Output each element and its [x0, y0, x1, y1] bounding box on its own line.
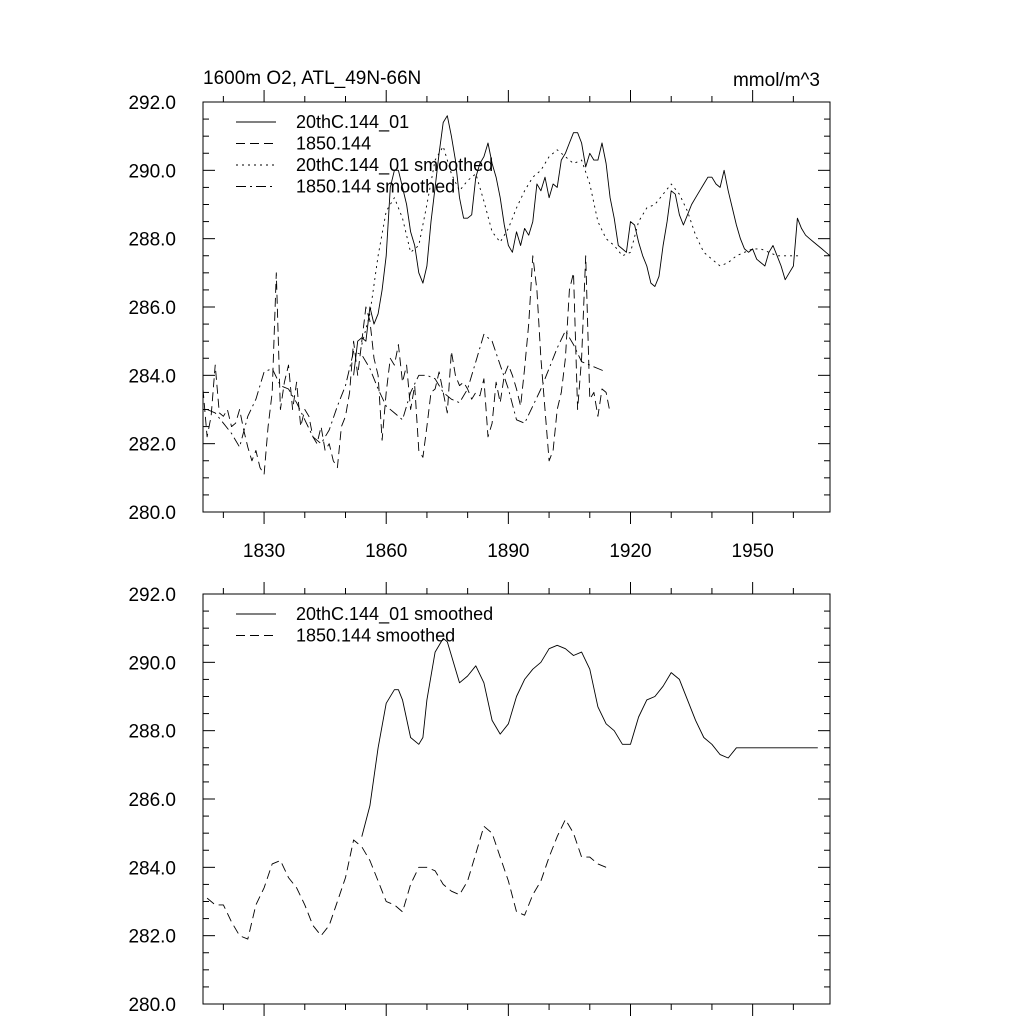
top-panel-frame [202, 101, 831, 513]
series-line [361, 145, 802, 345]
series-line [206, 819, 607, 940]
y-tick-label: 284.0 [128, 366, 176, 387]
y-tick-label: 280.0 [128, 995, 176, 1016]
series-line [206, 330, 607, 448]
legend-label: 1850.144 smoothed [296, 626, 455, 646]
series-line [202, 255, 611, 475]
series-line [361, 637, 818, 837]
legend-label: 20thC.144_01 smoothed [296, 155, 493, 176]
series-line [353, 115, 831, 376]
legend-label: 1850.144 [296, 134, 371, 154]
y-tick-label: 292.0 [128, 585, 176, 606]
y-tick-label: 284.0 [128, 858, 176, 879]
y-tick-label: 292.0 [128, 93, 176, 114]
x-tick-label: 1950 [732, 541, 774, 562]
top-panel: 1600m O2, ATL_49N-66N mmol/m^3 280.0 282.… [128, 68, 831, 562]
bottom-panel-series [206, 637, 818, 940]
y-tick-label: 286.0 [128, 298, 176, 319]
y-tick-label: 290.0 [128, 653, 176, 674]
bottom-panel-ticks: 280.0 282.0 284.0 286.0 288.0 290.0 292.0 [128, 582, 830, 1016]
x-tick-label: 1860 [365, 541, 407, 562]
top-panel-series [202, 115, 831, 475]
bottom-panel-frame [202, 593, 831, 1005]
y-tick-label: 282.0 [128, 435, 176, 456]
y-tick-label: 280.0 [128, 503, 176, 524]
legend-label: 20thC.144_01 [296, 112, 409, 133]
y-tick-label: 288.0 [128, 722, 176, 743]
x-tick-label: 1890 [487, 541, 529, 562]
y-tick-label: 282.0 [128, 927, 176, 948]
x-tick-label: 1920 [609, 541, 651, 562]
top-panel-ticks: 280.0 282.0 284.0 286.0 288.0 290.0 292.0 1830 1… [128, 90, 830, 562]
y-tick-label: 290.0 [128, 161, 176, 182]
bottom-panel: 280.0 282.0 284.0 286.0 288.0 290.0 292.0 20th… [128, 582, 831, 1016]
y-tick-label: 288.0 [128, 230, 176, 251]
top-panel-title: 1600m O2, ATL_49N-66N [203, 68, 421, 89]
legend-label: 20thC.144_01 smoothed [296, 604, 493, 625]
legend-label: 1850.144 smoothed [296, 177, 455, 197]
units-label: mmol/m^3 [733, 70, 820, 91]
y-tick-label: 286.0 [128, 790, 176, 811]
x-tick-label: 1830 [243, 541, 285, 562]
